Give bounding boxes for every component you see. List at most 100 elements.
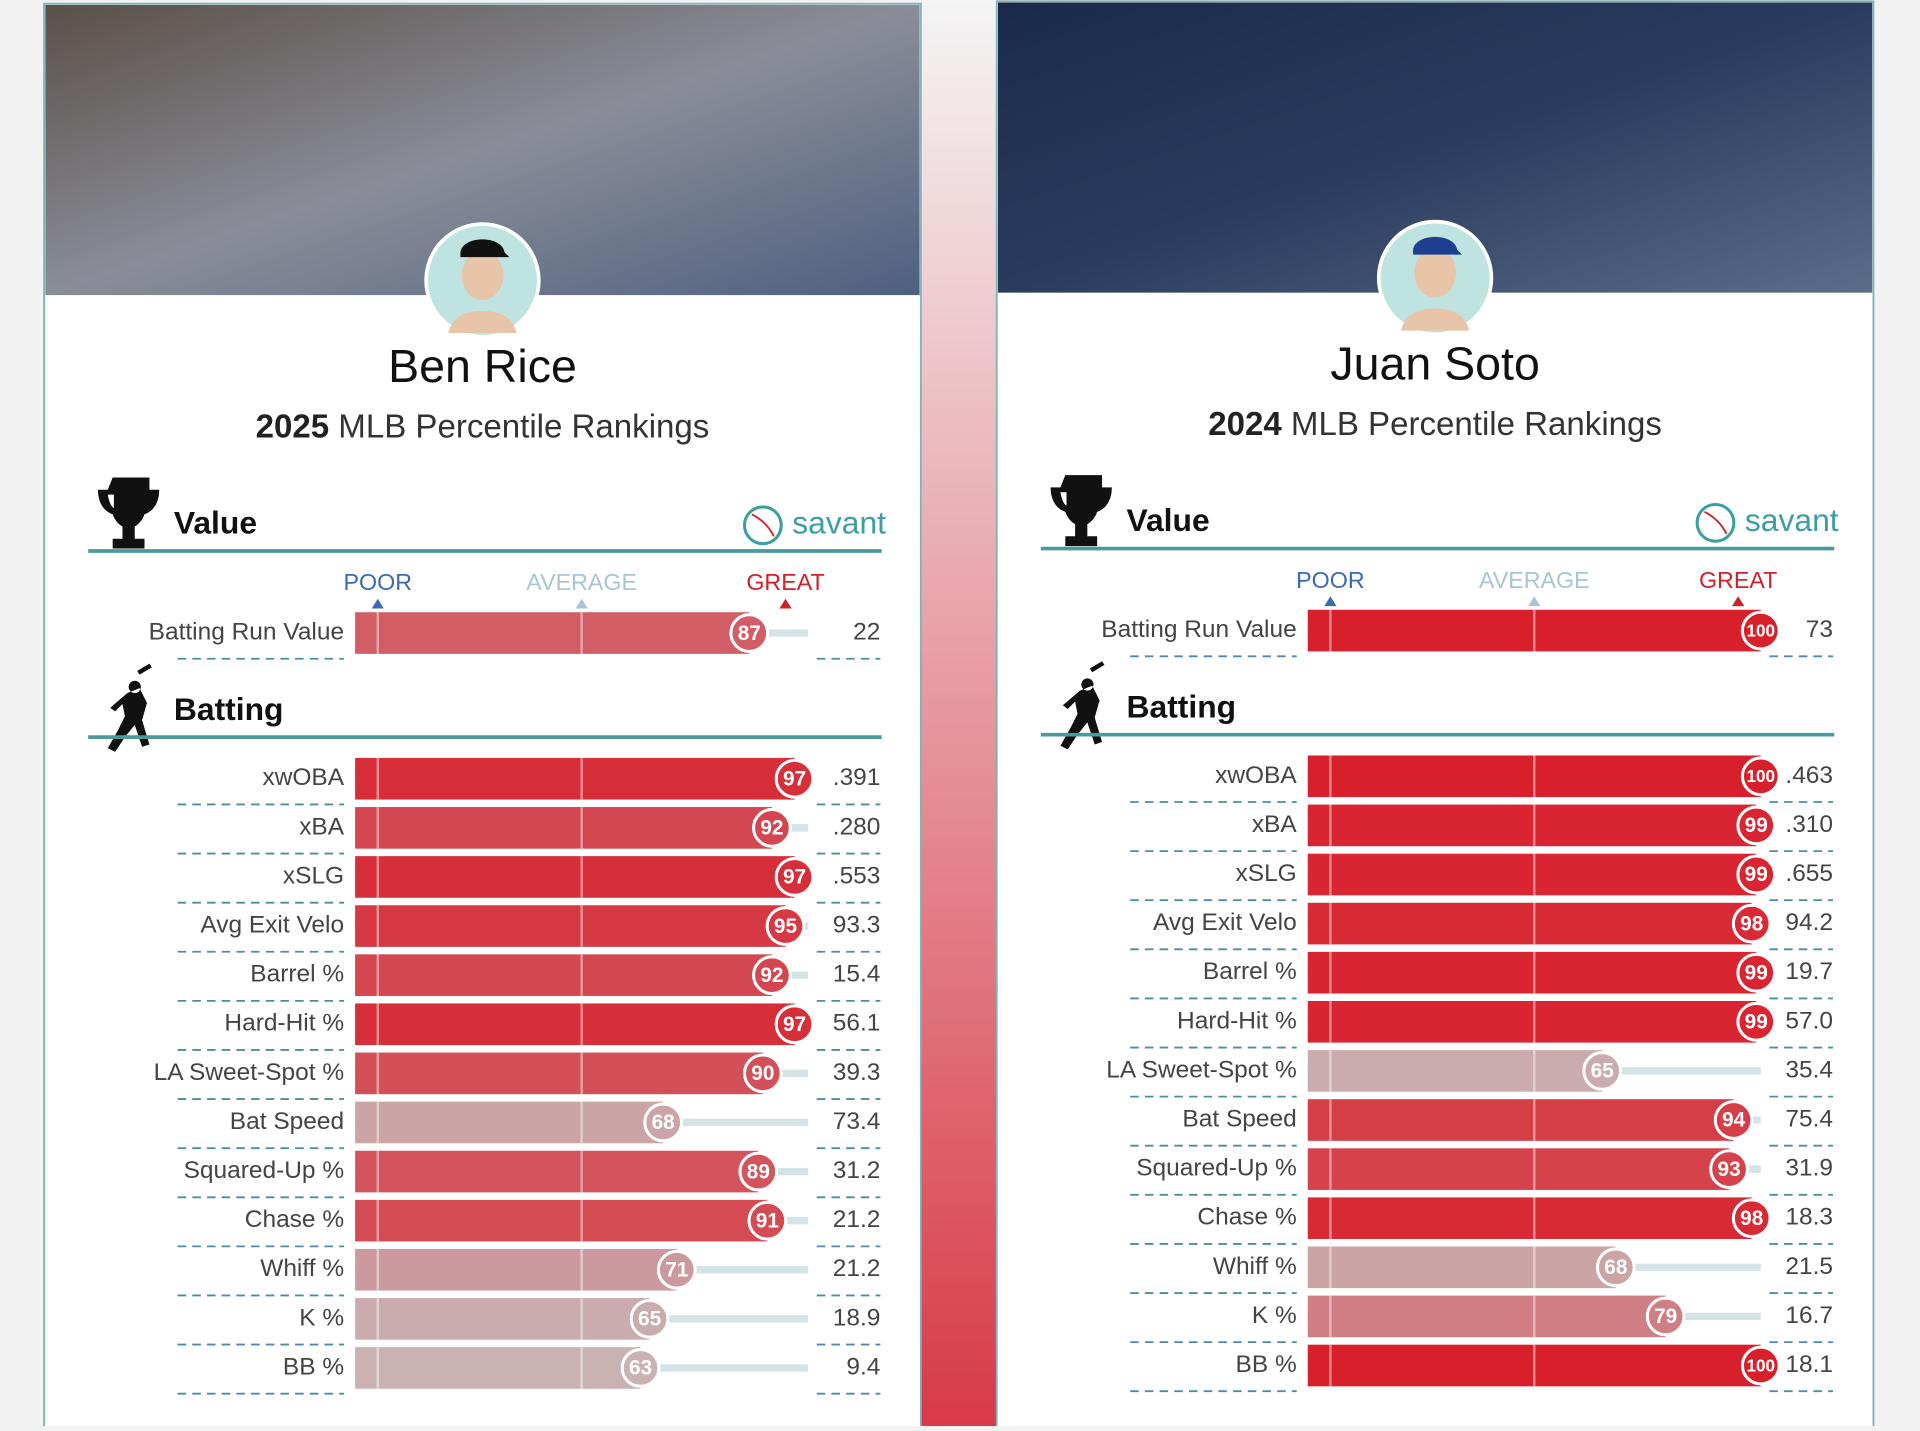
- bar: [1307, 853, 1757, 896]
- bar: [355, 1150, 759, 1193]
- bar: [1307, 1197, 1752, 1240]
- percentile-marker: [1645, 1296, 1686, 1337]
- bar: [355, 1298, 650, 1340]
- bar: [1307, 609, 1761, 652]
- percentile-marker: [752, 955, 792, 996]
- stat-value: 57.0: [1785, 1007, 1833, 1034]
- stat-value: .655: [1785, 860, 1833, 887]
- percentile-marker: [629, 1298, 670, 1339]
- batter-icon: [107, 663, 152, 752]
- percentile-label: 65: [1591, 1060, 1614, 1083]
- trophy-icon: [1050, 475, 1112, 547]
- tick-marker: [1732, 596, 1745, 607]
- player-name: Ben Rice: [388, 340, 577, 392]
- percentile-marker: [742, 1053, 783, 1094]
- tick-marker: [1528, 596, 1541, 607]
- percentile-label: 97: [783, 1013, 806, 1036]
- percentile-marker: [1595, 1247, 1636, 1288]
- bar: [1307, 951, 1757, 994]
- tick-marker: [575, 598, 588, 609]
- percentile-label: 65: [638, 1308, 661, 1331]
- percentile-label: 68: [1604, 1256, 1627, 1279]
- metric-label: xwOBA: [1215, 762, 1297, 789]
- bar: [355, 1101, 664, 1144]
- percentile-label: 100: [1747, 1355, 1776, 1375]
- metric-label: Hard-Hit %: [224, 1010, 344, 1037]
- x-tick-label: POOR: [1296, 567, 1364, 593]
- stat-value: 31.2: [833, 1157, 881, 1184]
- metric-label: Bat Speed: [1182, 1105, 1296, 1132]
- stat-value: 21.2: [833, 1255, 881, 1282]
- bar: [355, 954, 772, 996]
- metric-label: BB %: [1236, 1351, 1297, 1378]
- metric-label: Squared-Up %: [184, 1157, 345, 1184]
- percentile-marker: [1736, 1001, 1777, 1042]
- stat-value: 16.7: [1785, 1302, 1833, 1329]
- percentile-marker: [765, 906, 806, 946]
- metric-label: Batting Run Value: [149, 619, 344, 646]
- percentile-label: 98: [1740, 1207, 1763, 1230]
- x-tick-label: GREAT: [746, 569, 824, 595]
- percentile-label: 99: [1745, 863, 1768, 886]
- metric-label: xBA: [1252, 811, 1298, 838]
- percentile-label: 99: [1745, 814, 1768, 837]
- bar: [355, 1347, 641, 1389]
- metric-label: Whiff %: [1213, 1253, 1297, 1280]
- headshot-figure: [1400, 248, 1470, 331]
- bar: [355, 856, 795, 898]
- section-title: Value: [1127, 502, 1210, 538]
- metric-label: xBA: [299, 813, 345, 840]
- x-tick-label: AVERAGE: [526, 569, 637, 595]
- percentile-label: 93: [1718, 1158, 1741, 1181]
- metric-label: Chase %: [245, 1206, 344, 1233]
- percentile-label: 100: [1747, 620, 1776, 640]
- season: 2024: [1208, 406, 1282, 443]
- percentile-marker: [1582, 1051, 1623, 1091]
- stat-value: 9.4: [846, 1353, 880, 1380]
- subtitle-text: MLB Percentile Rankings: [338, 408, 709, 445]
- stat-value: 75.4: [1785, 1105, 1833, 1132]
- metric-label: Chase %: [1197, 1204, 1296, 1231]
- stat-value: 18.3: [1785, 1204, 1833, 1231]
- tick-marker: [1324, 596, 1337, 607]
- bar: [1307, 755, 1761, 798]
- stat-value: 15.4: [833, 961, 881, 988]
- bar: [355, 1052, 763, 1095]
- divider: [920, 0, 997, 1427]
- savant-logo: [1695, 502, 1736, 543]
- bar: [1307, 1000, 1757, 1043]
- percentile-label: 63: [629, 1357, 652, 1380]
- percentile-marker: [1713, 1100, 1754, 1140]
- percentile-marker: [1709, 1149, 1749, 1190]
- percentile-marker: [738, 1151, 779, 1192]
- stat-value: 21.5: [1785, 1253, 1833, 1280]
- percentile-label: 91: [756, 1209, 779, 1232]
- percentile-label: 87: [738, 622, 761, 645]
- percentile-label: 99: [1745, 961, 1768, 984]
- percentile-label: 79: [1654, 1305, 1677, 1328]
- metric-label: Barrel %: [1203, 958, 1297, 985]
- subtitle-text: MLB Percentile Rankings: [1291, 406, 1662, 443]
- stat-value: 73.4: [833, 1108, 881, 1135]
- bar: [355, 1248, 677, 1291]
- percentile-marker: [774, 758, 815, 799]
- stat-value: 22: [853, 619, 880, 646]
- metric-label: BB %: [283, 1353, 344, 1380]
- metric-label: Avg Exit Velo: [200, 912, 344, 939]
- percentile-marker: [1736, 952, 1777, 993]
- stat-value: 94.2: [1785, 909, 1833, 936]
- metric-label: xSLG: [283, 862, 344, 889]
- percentile-marker: [643, 1102, 684, 1143]
- savant-stitch: [751, 513, 775, 537]
- metric-label: xwOBA: [263, 764, 345, 791]
- percentile-marker: [620, 1348, 661, 1388]
- percentile-label: 97: [783, 866, 806, 889]
- savant-logo: [742, 505, 783, 546]
- bar: [1307, 1148, 1730, 1190]
- percentile-marker: [1740, 1345, 1781, 1386]
- bar: [1307, 1050, 1603, 1092]
- percentile-marker: [1740, 610, 1781, 651]
- metric-label: Hard-Hit %: [1177, 1007, 1297, 1034]
- percentile-label: 90: [751, 1062, 774, 1085]
- percentile-marker: [1731, 903, 1772, 944]
